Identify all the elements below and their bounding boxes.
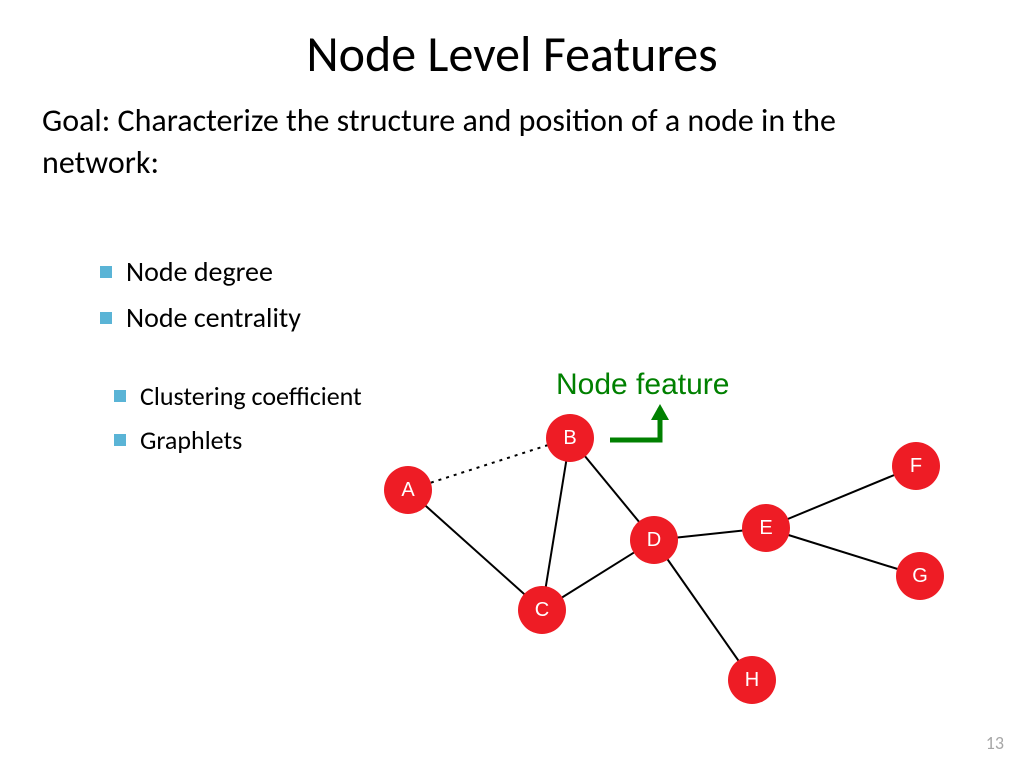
graph-edge — [654, 540, 752, 680]
annotation-arrow — [610, 408, 660, 440]
graph-node-d: D — [630, 516, 678, 564]
graph-node-f: F — [892, 442, 940, 490]
graph-edge — [408, 438, 570, 490]
graph-node-c: C — [518, 586, 566, 634]
graph-edge — [408, 490, 542, 610]
graph-node-h: H — [728, 656, 776, 704]
graph-edges — [0, 0, 1024, 768]
graph-node-b: B — [546, 414, 594, 462]
graph-node-g: G — [896, 552, 944, 600]
page-number: 13 — [986, 732, 1004, 754]
graph-node-a: A — [384, 466, 432, 514]
graph-node-e: E — [742, 504, 790, 552]
annotation-arrowhead-icon — [651, 404, 669, 420]
graph-edge — [542, 438, 570, 610]
